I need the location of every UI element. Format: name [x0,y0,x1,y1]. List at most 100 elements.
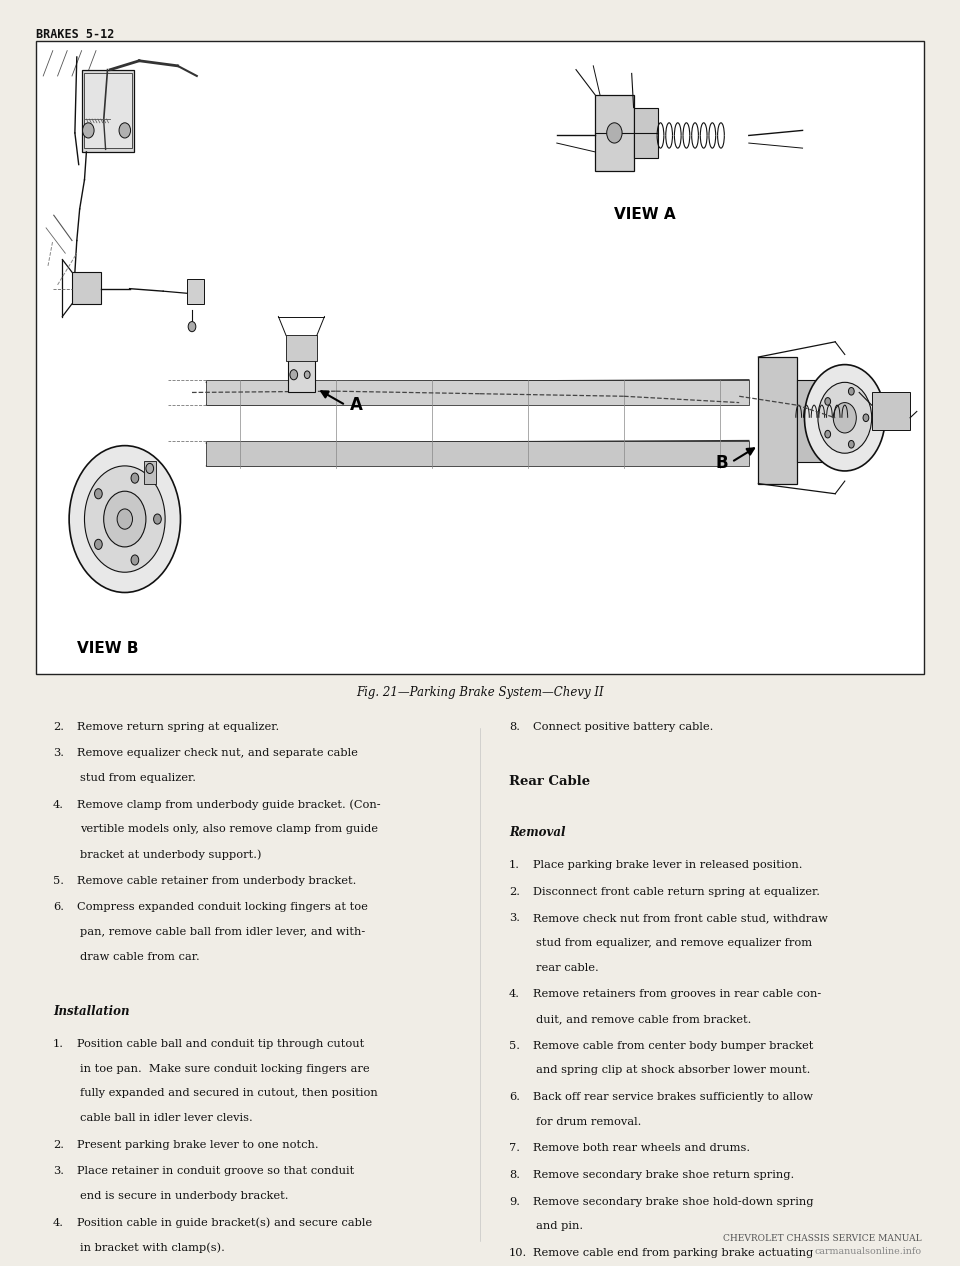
Text: vertible models only, also remove clamp from guide: vertible models only, also remove clamp … [80,824,377,834]
Text: 7.: 7. [509,1143,519,1153]
Text: fully expanded and secured in cutout, then position: fully expanded and secured in cutout, th… [80,1089,377,1099]
Text: 4.: 4. [53,1218,63,1228]
Text: stud from equalizer, and remove equalizer from: stud from equalizer, and remove equalize… [536,938,812,948]
Text: 3.: 3. [509,913,519,923]
Text: Remove secondary brake shoe hold-down spring: Remove secondary brake shoe hold-down sp… [533,1196,813,1206]
Text: Fig. 21—Parking Brake System—Chevy II: Fig. 21—Parking Brake System—Chevy II [356,686,604,699]
Bar [286,335,317,361]
Bar [187,279,204,304]
Circle shape [146,463,154,473]
Text: stud from equalizer.: stud from equalizer. [80,774,196,782]
Circle shape [69,446,180,592]
Text: carmanualsonline.info: carmanualsonline.info [814,1247,922,1256]
Circle shape [863,414,869,422]
Text: 2.: 2. [53,722,63,732]
Circle shape [94,489,102,499]
Circle shape [849,441,854,448]
Text: VIEW A: VIEW A [614,206,676,222]
Text: 8.: 8. [509,722,519,732]
Text: 2.: 2. [53,1139,63,1150]
Text: 9.: 9. [509,1196,519,1206]
Bar [72,272,101,304]
Circle shape [84,466,165,572]
Text: 6.: 6. [53,903,63,913]
Circle shape [849,387,854,395]
Text: Place retainer in conduit groove so that conduit: Place retainer in conduit groove so that… [77,1166,354,1176]
Bar [82,70,134,152]
Bar [144,461,156,484]
Circle shape [825,398,830,405]
Text: bracket at underbody support.): bracket at underbody support.) [80,849,261,860]
Text: 10.: 10. [509,1248,527,1258]
Circle shape [94,539,102,549]
Text: Remove cable end from parking brake actuating: Remove cable end from parking brake actu… [533,1248,813,1258]
Circle shape [117,509,132,529]
Text: 5.: 5. [53,876,63,886]
Text: 4.: 4. [509,989,519,999]
Bar [206,380,749,405]
Bar [758,357,797,484]
Text: Remove retainers from grooves in rear cable con-: Remove retainers from grooves in rear ca… [533,989,821,999]
Text: pan, remove cable ball from idler lever, and with-: pan, remove cable ball from idler lever,… [80,927,365,937]
Text: 4.: 4. [53,800,63,810]
Bar [634,108,658,158]
Text: A: A [349,396,362,414]
Text: 1.: 1. [53,1039,63,1050]
Circle shape [833,403,856,433]
Text: draw cable from car.: draw cable from car. [80,952,200,962]
Text: Remove equalizer check nut, and separate cable: Remove equalizer check nut, and separate… [77,748,358,758]
Text: Rear Cable: Rear Cable [509,775,590,787]
Circle shape [818,382,872,453]
Text: Present parking brake lever to one notch.: Present parking brake lever to one notch… [77,1139,319,1150]
Text: VIEW B: VIEW B [77,641,138,656]
Bar [206,441,749,466]
Circle shape [104,491,146,547]
Bar [872,392,910,430]
Circle shape [607,123,622,143]
Text: duit, and remove cable from bracket.: duit, and remove cable from bracket. [536,1014,751,1024]
Bar [288,357,315,392]
Text: Connect positive battery cable.: Connect positive battery cable. [533,722,713,732]
Bar [36,41,924,674]
Text: 6.: 6. [509,1091,519,1101]
Circle shape [132,473,139,484]
Circle shape [804,365,885,471]
Circle shape [154,514,161,524]
Text: cable ball in idler lever clevis.: cable ball in idler lever clevis. [80,1113,252,1123]
Text: Remove both rear wheels and drums.: Remove both rear wheels and drums. [533,1143,750,1153]
Text: in bracket with clamp(s).: in bracket with clamp(s). [80,1242,225,1253]
Text: Remove cable retainer from underbody bracket.: Remove cable retainer from underbody bra… [77,876,356,886]
Text: B: B [715,454,728,472]
Text: Position cable in guide bracket(s) and secure cable: Position cable in guide bracket(s) and s… [77,1218,372,1228]
Circle shape [825,430,830,438]
Text: 2.: 2. [509,886,519,896]
Text: 1.: 1. [509,860,519,870]
Text: Position cable ball and conduit tip through cutout: Position cable ball and conduit tip thro… [77,1039,364,1050]
Text: 3.: 3. [53,1166,63,1176]
Circle shape [83,123,94,138]
Text: Place parking brake lever in released position.: Place parking brake lever in released po… [533,860,803,870]
Text: and pin.: and pin. [536,1222,583,1232]
Text: Remove cable from center body bumper bracket: Remove cable from center body bumper bra… [533,1041,813,1051]
Circle shape [119,123,131,138]
Text: Remove return spring at equalizer.: Remove return spring at equalizer. [77,722,279,732]
Text: BRAKES 5-12: BRAKES 5-12 [36,28,115,41]
Text: Back off rear service brakes sufficiently to allow: Back off rear service brakes sufficientl… [533,1091,813,1101]
Text: in toe pan.  Make sure conduit locking fingers are: in toe pan. Make sure conduit locking fi… [80,1063,370,1074]
Text: Remove check nut from front cable stud, withdraw: Remove check nut from front cable stud, … [533,913,828,923]
Text: end is secure in underbody bracket.: end is secure in underbody bracket. [80,1191,288,1201]
Circle shape [188,322,196,332]
Text: Removal: Removal [509,825,565,839]
Text: 3.: 3. [53,748,63,758]
Bar [797,380,830,462]
Text: CHEVROLET CHASSIS SERVICE MANUAL: CHEVROLET CHASSIS SERVICE MANUAL [723,1234,922,1243]
Circle shape [290,370,298,380]
Bar [595,95,634,171]
Text: Disconnect front cable return spring at equalizer.: Disconnect front cable return spring at … [533,886,820,896]
Text: and spring clip at shock absorber lower mount.: and spring clip at shock absorber lower … [536,1065,810,1075]
Text: rear cable.: rear cable. [536,962,598,972]
Text: 8.: 8. [509,1170,519,1180]
Circle shape [132,555,139,565]
Text: for drum removal.: for drum removal. [536,1117,641,1127]
Text: Compress expanded conduit locking fingers at toe: Compress expanded conduit locking finger… [77,903,368,913]
